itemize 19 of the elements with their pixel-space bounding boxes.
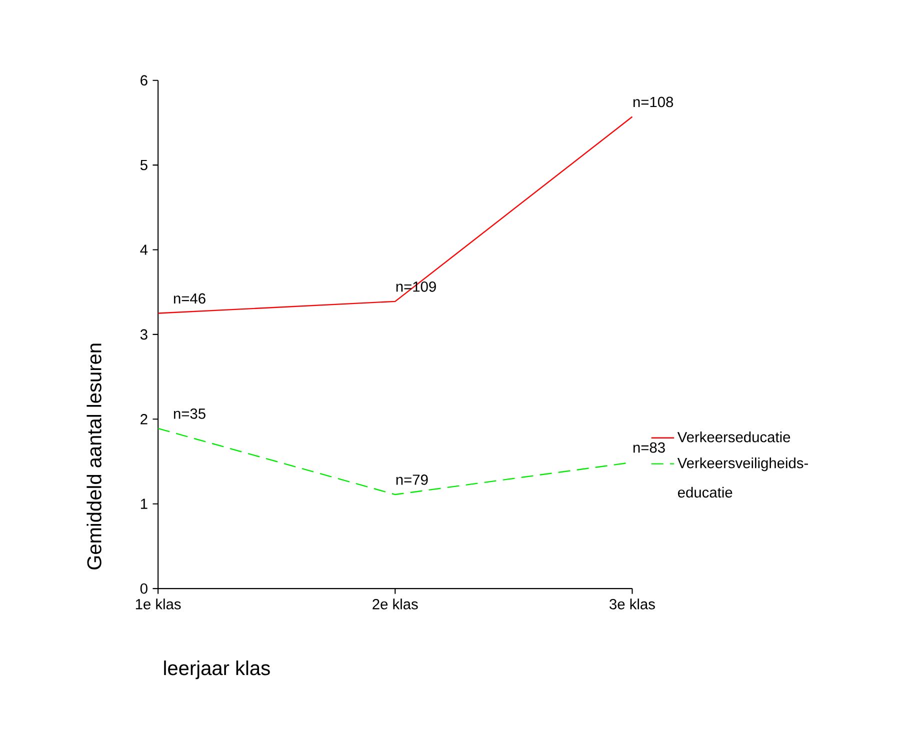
annotation: n=35 (174, 408, 206, 420)
x-axis-title: leerjaar klas (164, 660, 270, 680)
y-tick-label: 2 (140, 414, 148, 424)
y-tick-label: 4 (140, 244, 148, 256)
y-axis-title: Gemiddeld aantal lesuren (86, 344, 102, 570)
x-tick-label: 1e klas (136, 598, 181, 610)
x-tick-label: 2e klas (372, 598, 418, 610)
x-tick-label: 3e klas (610, 598, 655, 610)
annotation: n=83 (633, 442, 665, 453)
annotation: n=46 (174, 294, 206, 304)
y-tick-label: 6 (140, 75, 148, 86)
legend-label: Verkeerseducatie (677, 432, 790, 443)
y-tick-label: 3 (140, 329, 148, 340)
annotation: n=108 (633, 97, 674, 108)
y-tick-label: 0 (140, 584, 148, 594)
annotation: n=79 (396, 474, 428, 486)
y-tick-label: 5 (140, 160, 148, 170)
y-tick-label: 1 (140, 499, 148, 510)
legend-label: Verkeersveiligheids-educatie (677, 458, 808, 498)
